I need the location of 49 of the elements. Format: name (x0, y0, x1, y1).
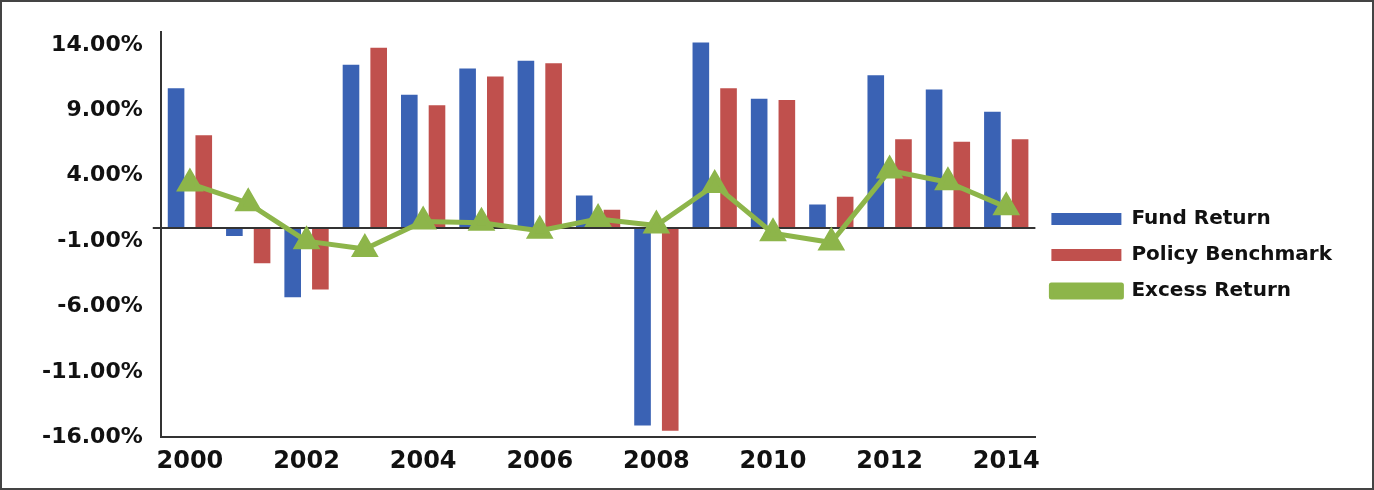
bar (342, 64, 360, 228)
bar (370, 47, 387, 228)
y-tick-label: -6.00% (57, 292, 143, 318)
x-tick-label: 2004 (389, 445, 457, 474)
y-tick-label: 14.00% (51, 30, 143, 56)
legend-label: Fund Return (1131, 205, 1271, 230)
point (759, 217, 787, 242)
bar (400, 94, 418, 228)
bar (953, 141, 971, 228)
bar (253, 229, 271, 264)
x-tick-label: 2002 (273, 445, 340, 474)
point (992, 191, 1020, 216)
bar (545, 63, 562, 228)
y-tick-label: -16.00% (42, 422, 143, 448)
bar (634, 229, 651, 426)
bar (720, 88, 737, 228)
y-tick-label: 9.00% (66, 96, 143, 122)
point (642, 209, 670, 234)
x-tick-label: 2000 (156, 445, 224, 474)
bar (661, 229, 679, 431)
x-tick-label: 2012 (856, 445, 924, 474)
y-tick-label: -1.00% (57, 226, 143, 252)
x-tick-label: 2008 (622, 445, 690, 474)
bar (226, 229, 243, 236)
bar (517, 60, 535, 228)
point (934, 166, 961, 191)
bar (1011, 139, 1029, 228)
bar (984, 111, 1001, 228)
bar (925, 89, 943, 228)
bar (459, 68, 476, 228)
bar (895, 139, 912, 228)
bar (778, 99, 796, 228)
bar (750, 98, 768, 228)
y-tick-label: 4.00% (66, 161, 143, 187)
legend-label: Policy Benchmark (1131, 241, 1333, 266)
bar (428, 105, 446, 228)
y-tick-label: -11.00% (42, 357, 143, 383)
bar (195, 135, 213, 228)
x-tick-label: 2014 (972, 445, 1040, 474)
x-tick-label: 2010 (739, 445, 807, 474)
legend-label: Excess Return (1131, 277, 1292, 302)
point (234, 187, 261, 212)
point (817, 226, 845, 251)
x-tick-label: 2006 (506, 445, 574, 474)
bar (809, 204, 826, 228)
bar (867, 75, 885, 228)
bar (167, 88, 185, 228)
point (292, 225, 321, 250)
bar (692, 42, 710, 228)
